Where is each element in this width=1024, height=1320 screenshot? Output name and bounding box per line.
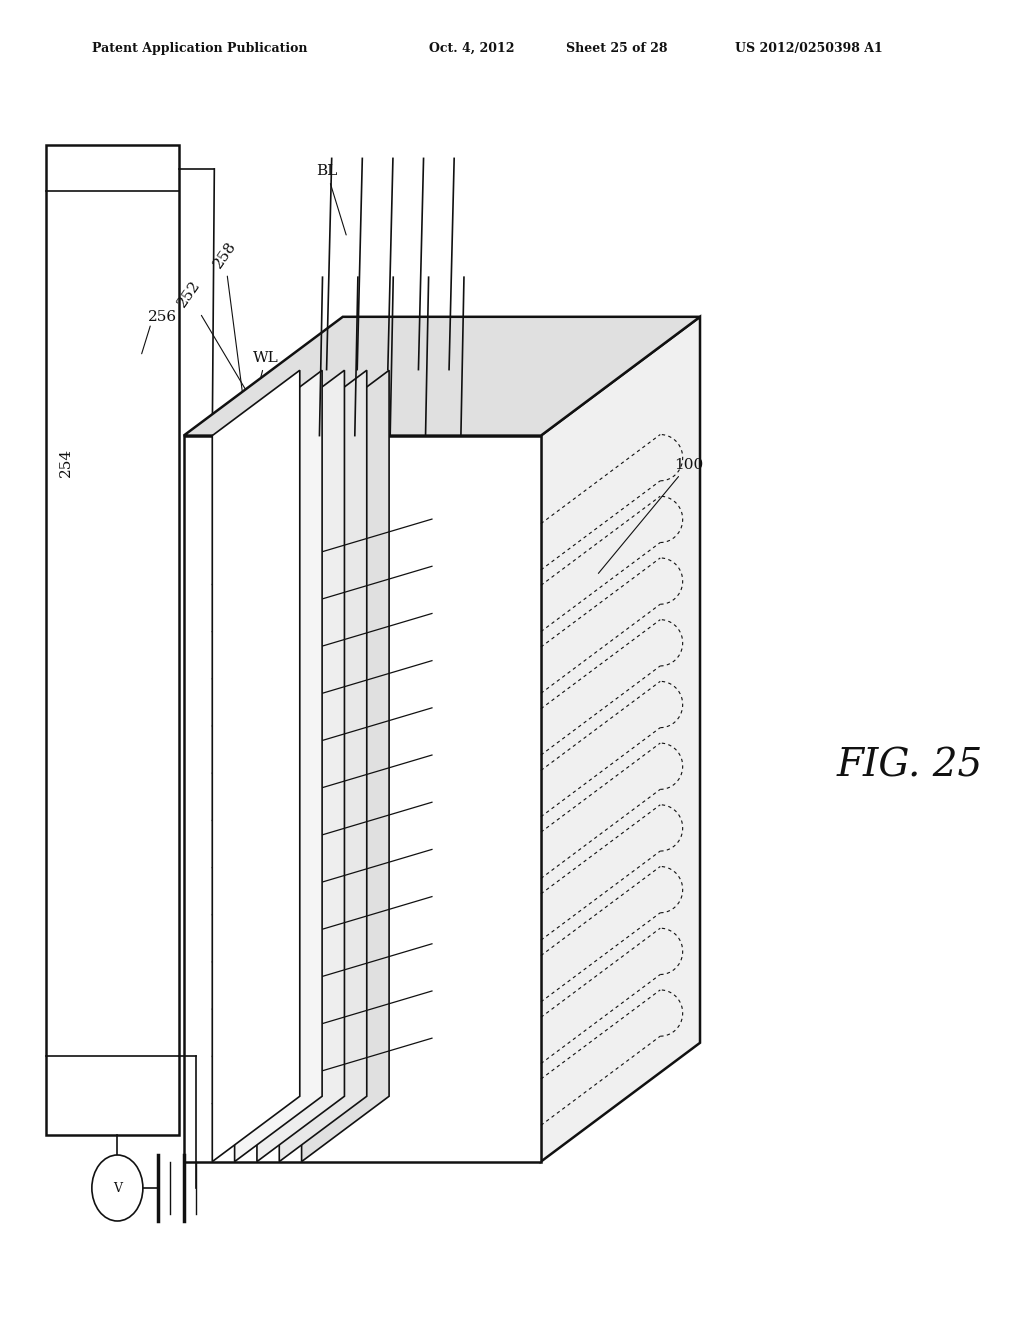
Text: FIG. 25: FIG. 25 [837,747,983,784]
Polygon shape [541,317,700,1162]
Polygon shape [212,370,300,1162]
Polygon shape [302,370,389,1162]
Text: V: V [113,1181,122,1195]
Bar [46,145,178,1135]
Text: Patent Application Publication: Patent Application Publication [92,42,307,55]
Text: 252: 252 [175,279,271,433]
Text: 100: 100 [598,458,703,573]
Circle shape [92,1155,143,1221]
Polygon shape [280,370,367,1162]
Text: 256: 256 [148,310,177,323]
Text: Oct. 4, 2012: Oct. 4, 2012 [429,42,514,55]
Polygon shape [234,370,323,1162]
Text: BL: BL [316,164,346,235]
Polygon shape [183,436,541,1162]
Polygon shape [183,317,700,436]
Text: US 2012/0250398 A1: US 2012/0250398 A1 [735,42,883,55]
Text: WL: WL [251,351,279,414]
Text: 254: 254 [59,447,74,477]
Text: 258: 258 [211,239,248,433]
Text: Sheet 25 of 28: Sheet 25 of 28 [566,42,668,55]
Polygon shape [257,370,344,1162]
